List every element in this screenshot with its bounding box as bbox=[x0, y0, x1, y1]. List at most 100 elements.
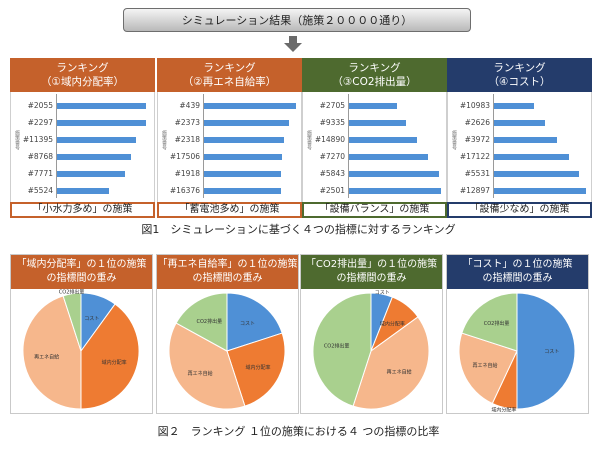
ranking-row-label: #17122 bbox=[459, 152, 490, 161]
ranking-row: #2055 bbox=[11, 100, 156, 112]
pie-slice-label: 再エネ自給 bbox=[473, 362, 498, 369]
pie-slice-co2 bbox=[312, 292, 372, 407]
ranking-row: #2501 bbox=[303, 185, 448, 197]
ranking-bar bbox=[349, 171, 440, 177]
ranking-row-label: #9335 bbox=[319, 118, 345, 127]
ranking-panel-title: ランキング （④コスト） bbox=[447, 58, 592, 92]
ranking-bar bbox=[349, 154, 429, 160]
ranking-bar bbox=[204, 154, 283, 160]
ranking-row-label: #2626 bbox=[464, 118, 490, 127]
ranking-title-line1: ランキング bbox=[493, 62, 546, 74]
ranking-panel-title: ランキング （③CO2排出量） bbox=[302, 58, 447, 92]
ranking-panel-footer: 「設備バランス」の施策 bbox=[302, 202, 447, 218]
ranking-row-label: #5531 bbox=[464, 169, 490, 178]
ranking-bar bbox=[204, 120, 289, 126]
ranking-title-line2: （①域内分配率） bbox=[41, 76, 124, 88]
ranking-axis-label: 施策番号 bbox=[161, 130, 167, 150]
ranking-title-line1: ランキング bbox=[203, 62, 256, 74]
ranking-bar bbox=[57, 120, 147, 126]
ranking-row: #16376 bbox=[158, 185, 303, 197]
ranking-row: #3972 bbox=[448, 134, 593, 146]
pie-slice-label: CO2排出量 bbox=[324, 343, 350, 350]
pie-slice-co2 bbox=[175, 292, 228, 352]
pie-slice-label: 再エネ自給 bbox=[188, 370, 213, 377]
ranking-row: #5531 bbox=[448, 168, 593, 180]
pie-title-line2: の指標間の重み bbox=[482, 273, 553, 284]
ranking-row: #8768 bbox=[11, 151, 156, 163]
ranking-row: #2373 bbox=[158, 117, 303, 129]
ranking-bar bbox=[57, 188, 109, 194]
ranking-row: #14890 bbox=[303, 134, 448, 146]
pie-panel: 「域内分配率」の１位の施策 の指標間の重み コスト 域内分配率 再エネ自給 CO2排出量 bbox=[10, 254, 153, 414]
pie-slice-label: コスト bbox=[375, 290, 390, 296]
ranking-panel: ランキング （③CO2排出量） 施策番号 #2705 #9335 #14890 #7270 #… bbox=[302, 58, 447, 218]
pie-panel: 「コスト」の１位の施策 の指標間の重み コスト 域内分配率 再エネ自給 CO2排出量 bbox=[446, 254, 589, 414]
ranking-bar bbox=[349, 188, 441, 194]
ranking-row: #10983 bbox=[448, 100, 593, 112]
ranking-row-label: #8768 bbox=[27, 152, 53, 161]
pie-slice-co2 bbox=[62, 292, 82, 352]
ranking-row-label: #2297 bbox=[27, 118, 53, 127]
ranking-bar-chart: 施策番号 #2705 #9335 #14890 #7270 #5843 #2501 bbox=[302, 92, 447, 202]
ranking-row-label: #3972 bbox=[464, 135, 490, 144]
ranking-row: #5843 bbox=[303, 168, 448, 180]
ranking-row: #2318 bbox=[158, 134, 303, 146]
ranking-bar bbox=[57, 154, 131, 160]
pie-title-line1: 「域内分配率」の１位の施策 bbox=[16, 259, 147, 270]
ranking-row: #17122 bbox=[448, 151, 593, 163]
ranking-panel-footer: 「蓄電池多め」の施策 bbox=[157, 202, 302, 218]
ranking-row-label: #1918 bbox=[174, 169, 200, 178]
ranking-axis-label: 施策番号 bbox=[451, 130, 457, 150]
ranking-row: #11395 bbox=[11, 134, 156, 146]
ranking-title-line2: （②再エネ自給率） bbox=[182, 76, 277, 88]
ranking-bar bbox=[494, 120, 545, 126]
ranking-row: #1918 bbox=[158, 168, 303, 180]
pie-slice-renewable bbox=[168, 322, 246, 410]
ranking-row-label: #2055 bbox=[27, 101, 53, 110]
ranking-title-line2: （③CO2排出量） bbox=[332, 76, 417, 88]
figure1-caption: 図1 シミュレーションに基づく４つの指標に対するランキング bbox=[141, 223, 456, 236]
ranking-bar bbox=[57, 171, 126, 177]
pie-slice-label: CO2排出量 bbox=[59, 289, 85, 296]
pie-slice-label: 域内分配率 bbox=[380, 321, 405, 328]
ranking-row: #12897 bbox=[448, 185, 593, 197]
pie-slice-renewable bbox=[458, 332, 518, 405]
ranking-row-label: #7771 bbox=[27, 169, 53, 178]
ranking-bar bbox=[494, 154, 569, 160]
pie-title-line2: の指標間の重み bbox=[336, 273, 407, 284]
ranking-axis-line bbox=[56, 94, 57, 198]
ranking-row-label: #7270 bbox=[319, 152, 345, 161]
ranking-row: #439 bbox=[158, 100, 303, 112]
ranking-row-label: #5843 bbox=[319, 169, 345, 178]
pie-slice-label: 域内分配率 bbox=[245, 364, 270, 371]
ranking-row-label: #5524 bbox=[27, 186, 53, 195]
ranking-bar bbox=[204, 171, 282, 177]
ranking-row: #9335 bbox=[303, 117, 448, 129]
pie-slice-label: 域内分配率 bbox=[491, 407, 516, 413]
ranking-bar-chart: 施策番号 #439 #2373 #2318 #17506 #1918 #16376 bbox=[157, 92, 302, 202]
ranking-row-label: #17506 bbox=[169, 152, 200, 161]
pie-title-line2: の指標間の重み bbox=[192, 273, 263, 284]
pie-slice-label: コスト bbox=[84, 316, 99, 322]
pie-slice-label: 域内分配率 bbox=[102, 359, 127, 366]
ranking-bar bbox=[494, 103, 534, 109]
ranking-row-label: #2501 bbox=[319, 186, 345, 195]
pie-panel-title: 「CO2排出量」の１位の施策 の指標間の重み bbox=[301, 255, 442, 289]
figure2-caption: 図２ ランキング １位の施策における４ つの指標の比率 bbox=[157, 425, 440, 438]
ranking-panel: ランキング （④コスト） 施策番号 #10983 #2626 #3972 #17122 #55… bbox=[447, 58, 592, 218]
ranking-axis-label: 施策番号 bbox=[14, 130, 20, 150]
pie-slice-label: 再エネ自給 bbox=[34, 353, 59, 360]
ranking-bar bbox=[204, 103, 296, 109]
ranking-bar-chart: 施策番号 #2055 #2297 #11395 #8768 #7771 #5524 bbox=[10, 92, 155, 202]
ranking-panel-footer: 「設備少なめ」の施策 bbox=[447, 202, 592, 218]
pie-panel-title: 「コスト」の１位の施策 の指標間の重み bbox=[447, 255, 588, 289]
pie-slice-renewable bbox=[352, 316, 430, 410]
pie-title-line1: 「コスト」の１位の施策 bbox=[462, 259, 573, 270]
pie-title-line1: 「CO2排出量」の１位の施策 bbox=[305, 259, 438, 270]
ranking-bar bbox=[57, 103, 147, 109]
pie-slice-label: コスト bbox=[240, 321, 255, 327]
pie-slice-local-distribution bbox=[80, 303, 140, 410]
ranking-axis-line bbox=[348, 94, 349, 198]
